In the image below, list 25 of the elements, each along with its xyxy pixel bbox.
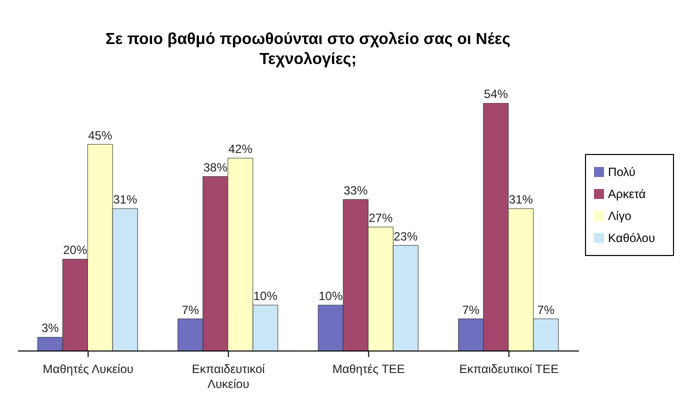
x-tick-label: Μαθητές Λυκείου	[42, 362, 134, 376]
data-label: 20%	[63, 243, 88, 258]
x-tick-label: Μαθητές ΤΕΕ	[332, 362, 405, 376]
data-label: 10%	[253, 289, 278, 304]
legend-label: Καθόλου	[608, 230, 655, 244]
data-label: 54%	[484, 87, 508, 101]
data-label: 31%	[113, 192, 138, 207]
data-label: 7%	[537, 302, 555, 317]
legend-label: Αρκετά	[608, 186, 646, 200]
chart-title: Σε ποιο βαθμό προωθούνται στο σχολείο σας οι Νέες Τεχνολογίες;	[104, 30, 512, 70]
data-label: 7%	[182, 302, 200, 317]
x-tick-label: Εκπαιδευτικοί Λυκείου	[192, 362, 266, 391]
data-label: 33%	[344, 183, 368, 198]
data-label: 7%	[462, 302, 480, 317]
data-label: 45%	[88, 128, 112, 142]
data-label: 38%	[203, 160, 228, 174]
data-label: 27%	[368, 211, 393, 225]
legend-label: Πολύ	[608, 164, 636, 178]
data-label: 42%	[228, 142, 253, 156]
data-label: 23%	[394, 229, 418, 244]
x-tick-label: Εκπαιδευτικοί ΤΕΕ	[459, 362, 559, 376]
legend-label: Λίγο	[608, 208, 632, 222]
data-label: 10%	[318, 289, 343, 304]
data-label: 3%	[41, 321, 60, 336]
data-label: 31%	[508, 192, 534, 207]
